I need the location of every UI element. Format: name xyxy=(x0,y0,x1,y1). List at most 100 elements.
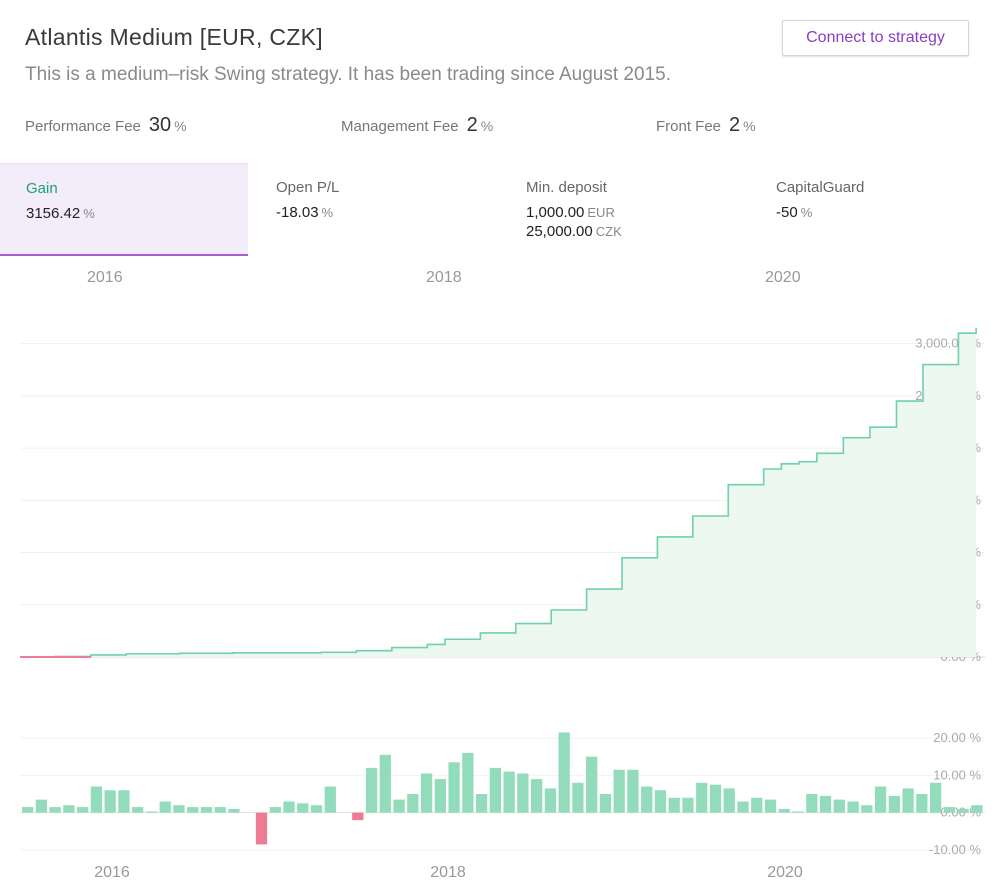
monthly-return-bar xyxy=(365,767,378,813)
monthly-return-bar xyxy=(297,803,309,813)
gain-value: 3156.42 xyxy=(26,205,81,222)
front-fee-label: Front Fee xyxy=(656,118,722,135)
monthly-return-bar xyxy=(489,767,501,813)
capital-guard-unit: % xyxy=(800,205,813,220)
monthly-return-bar xyxy=(696,782,708,813)
management-fee: Management Fee 2% xyxy=(341,114,493,137)
monthly-return-bar xyxy=(709,784,722,813)
monthly-return-bar xyxy=(558,732,570,813)
monthly-return-bar xyxy=(764,799,777,813)
bar-y-tick-label: 20.00 % xyxy=(933,730,981,745)
monthly-return-bar xyxy=(586,756,598,813)
monthly-return-bar xyxy=(324,786,336,813)
min-deposit-czk-unit: CZK xyxy=(595,224,622,239)
monthly-return-bar xyxy=(462,752,474,813)
gain-unit: % xyxy=(83,206,95,221)
gain-line xyxy=(20,328,977,658)
monthly-return-bar xyxy=(792,811,804,813)
front-fee-value: 2 xyxy=(729,114,741,136)
monthly-return-bar xyxy=(269,807,281,813)
open-pl-label: Open P/L xyxy=(276,179,340,196)
monthly-return-bar xyxy=(63,805,75,813)
monthly-return-bar xyxy=(641,786,653,813)
strategy-title: Atlantis Medium [EUR, CZK] xyxy=(25,24,323,50)
monthly-return-bar xyxy=(599,794,612,813)
monthly-return-bar xyxy=(448,762,460,813)
monthly-return-bar xyxy=(916,794,928,813)
monthly-return-bar xyxy=(200,807,213,813)
monthly-return-bar xyxy=(888,795,900,813)
monthly-return-bar xyxy=(806,794,818,813)
monthly-return-bar xyxy=(654,790,667,813)
tab-gain[interactable]: Gain 3156.42% xyxy=(0,163,248,256)
monthly-return-bar xyxy=(132,807,144,813)
monthly-return-bar xyxy=(723,788,735,813)
monthly-return-bar xyxy=(902,788,914,813)
monthly-return-bar xyxy=(613,769,625,813)
monthly-return-bar xyxy=(90,786,103,813)
monthly-return-bar xyxy=(434,779,446,813)
monthly-return-bar xyxy=(35,799,48,813)
min-deposit-czk-value: 25,000.00 xyxy=(526,223,593,240)
monthly-return-bar xyxy=(572,782,584,813)
monthly-return-bar xyxy=(517,773,529,813)
tab-open-pl[interactable]: Open P/L -18.03% xyxy=(250,163,500,256)
top-year-label: 2018 xyxy=(426,269,462,286)
monthly-return-bar xyxy=(778,808,790,813)
top-year-label: 2016 xyxy=(87,269,123,286)
min-deposit-eur-value: 1,000.00 xyxy=(526,204,585,221)
monthly-return-bar xyxy=(77,807,89,813)
monthly-return-bar xyxy=(847,801,859,813)
monthly-return-bar xyxy=(283,801,295,813)
monthly-return-bar xyxy=(214,807,226,813)
monthly-return-bar xyxy=(544,788,557,813)
monthly-return-bar xyxy=(159,801,171,813)
monthly-return-bar xyxy=(861,805,873,813)
monthly-return-bar xyxy=(187,807,199,813)
monthly-return-bar xyxy=(475,794,488,813)
monthly-return-bar xyxy=(957,808,969,813)
front-fee: Front Fee 2% xyxy=(656,114,756,137)
monthly-return-bar xyxy=(874,786,887,813)
monthly-return-bar xyxy=(352,812,364,821)
gain-area-fill xyxy=(20,328,977,657)
monthly-return-bar xyxy=(751,797,763,813)
management-fee-value: 2 xyxy=(466,114,478,136)
monthly-return-bar xyxy=(503,771,515,813)
bottom-year-label: 2016 xyxy=(94,864,130,881)
tab-capital-guard[interactable]: CapitalGuard -50% xyxy=(750,163,1000,256)
monthly-return-bar xyxy=(228,808,240,813)
capital-guard-label: CapitalGuard xyxy=(776,179,865,196)
tab-min-deposit[interactable]: Min. deposit 1,000.00 EUR 25,000.00 CZK xyxy=(500,163,750,256)
performance-fee: Performance Fee 30% xyxy=(25,114,187,137)
monthly-return-bar xyxy=(929,782,942,813)
monthly-return-bar xyxy=(819,795,832,813)
min-deposit-label: Min. deposit xyxy=(526,179,607,196)
monthly-return-bar xyxy=(682,797,694,813)
monthly-return-bar xyxy=(379,754,391,813)
monthly-return-bar xyxy=(833,799,845,813)
capital-guard-value: -50 xyxy=(776,204,798,221)
min-deposit-eur-unit: EUR xyxy=(587,205,615,220)
management-fee-unit: % xyxy=(480,118,494,134)
gain-label: Gain xyxy=(26,180,58,197)
monthly-return-bar xyxy=(531,779,543,813)
monthly-return-bar xyxy=(971,805,983,813)
bar-y-tick-label: -10.00 % xyxy=(929,842,981,857)
front-fee-unit: % xyxy=(743,118,756,134)
top-year-label: 2020 xyxy=(765,269,801,286)
monthly-return-bar xyxy=(104,790,116,813)
bar-y-tick-label: 10.00 % xyxy=(933,767,981,782)
bottom-year-label: 2020 xyxy=(767,864,803,881)
monthly-return-bar xyxy=(118,790,130,813)
monthly-return-bar xyxy=(145,811,158,813)
open-pl-value: -18.03 xyxy=(276,204,319,221)
strategy-description: This is a medium–risk Swing strategy. It… xyxy=(25,64,671,85)
connect-to-strategy-button[interactable]: Connect to strategy xyxy=(782,20,969,56)
monthly-return-bar xyxy=(737,801,749,813)
performance-fee-unit: % xyxy=(174,118,187,134)
monthly-return-bar xyxy=(310,805,323,813)
monthly-return-bar xyxy=(627,769,639,813)
monthly-return-bar xyxy=(420,773,433,813)
